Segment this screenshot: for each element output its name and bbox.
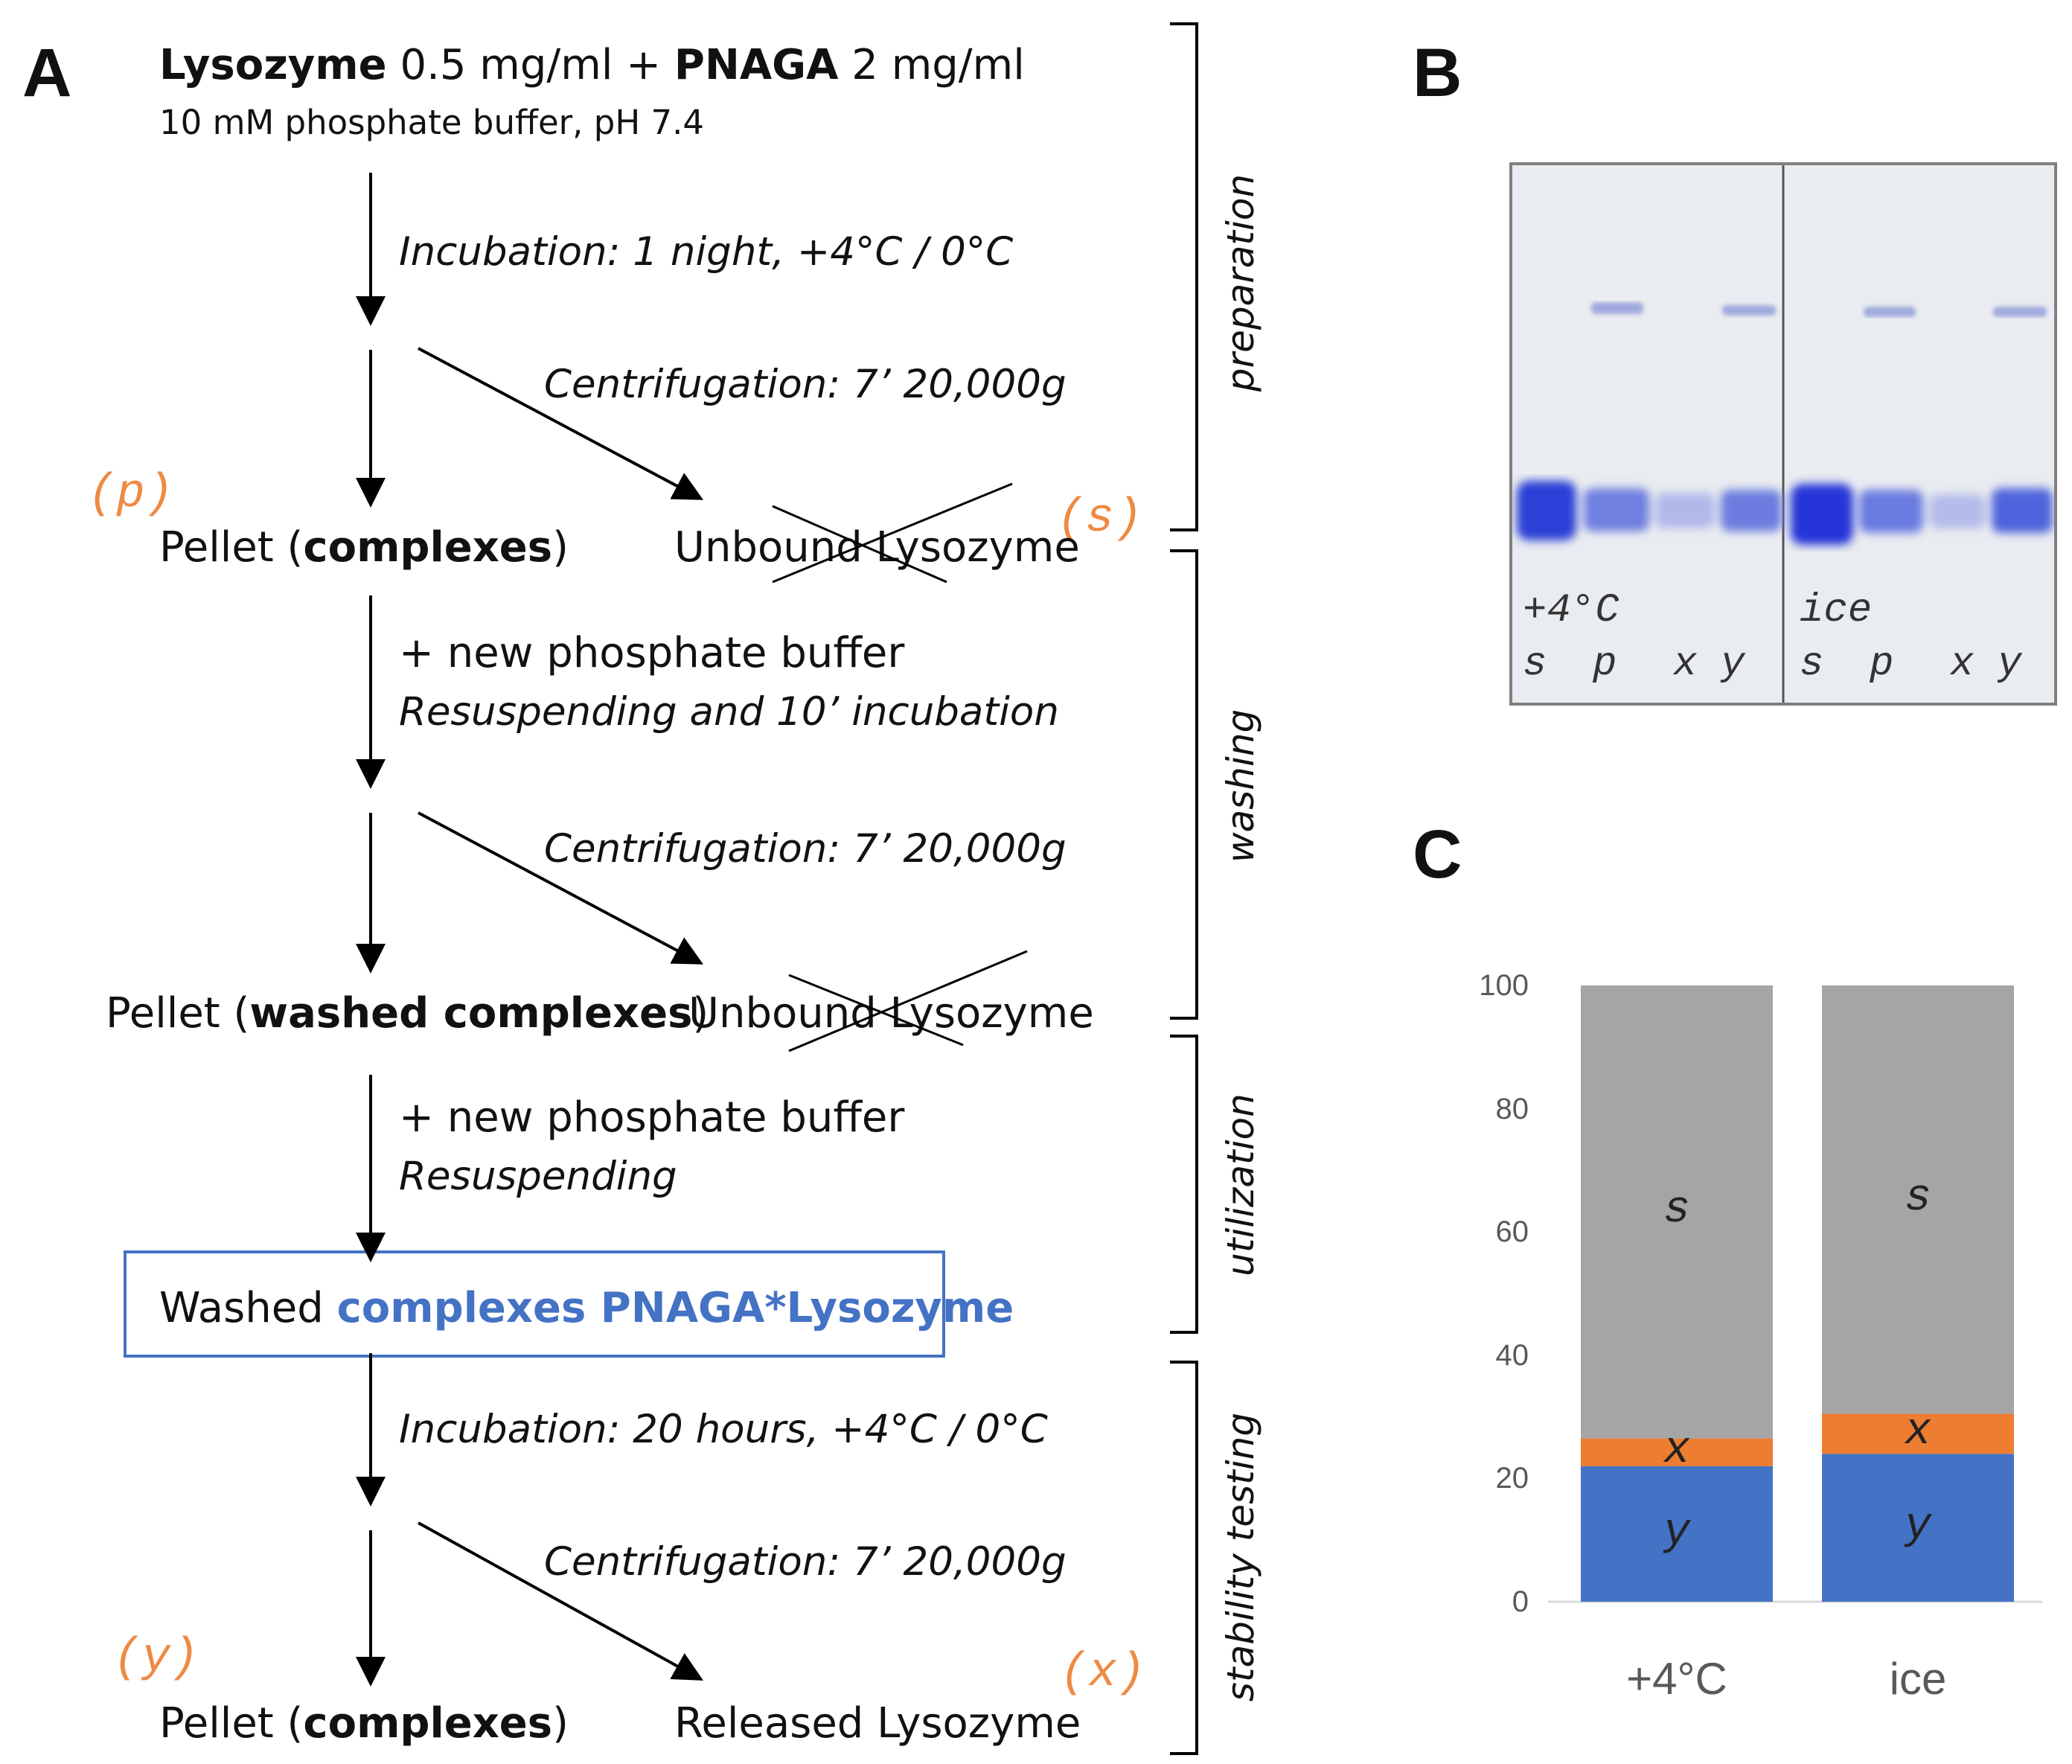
gel-lane-s1: s xyxy=(1523,642,1547,687)
cross-1b xyxy=(772,482,1013,584)
pellet-3-bold: complexes xyxy=(303,1699,553,1748)
gel-lane-x2: x xyxy=(1950,642,1975,687)
cross-2a xyxy=(788,974,964,1046)
pellet-2-suffix: ) xyxy=(692,989,709,1038)
sample-label-s: (s) xyxy=(1057,492,1143,546)
bar-segment-x-0 xyxy=(1581,1438,1773,1466)
band-upper-y1 xyxy=(1722,305,1776,316)
step-new-buffer-2: + new phosphate buffer xyxy=(399,1093,905,1142)
step-resuspend-1: Resuspending and 10’ incubation xyxy=(399,689,1059,735)
bracket-stability xyxy=(1170,1361,1198,1755)
gel-lane-y2: y xyxy=(1998,642,2022,687)
bar-segment-y-1 xyxy=(1822,1454,2014,1602)
pellet-1-prefix: Pellet ( xyxy=(159,523,304,572)
pellet-2-bold: washed complexes xyxy=(249,989,693,1038)
y-tick-label: 40 xyxy=(1495,1338,1529,1372)
y-tick-label: 60 xyxy=(1495,1215,1529,1249)
washed-highlight: complexes PNAGA*Lysozyme xyxy=(336,1284,1014,1332)
bar-segment-y-0 xyxy=(1581,1466,1773,1602)
band-main-x2 xyxy=(1929,494,1986,528)
band-main-y1 xyxy=(1721,490,1782,531)
cross-2b xyxy=(788,950,1028,1052)
band-main-s1 xyxy=(1517,481,1576,540)
cross-1a xyxy=(772,505,947,584)
pellet-complexes-3: Pellet (complexes) xyxy=(159,1703,569,1745)
gel-image xyxy=(1509,162,2057,706)
pellet-2-prefix: Pellet ( xyxy=(106,989,250,1038)
gel-condition-cold: +4°C xyxy=(1523,588,1619,633)
step-new-buffer-1: + new phosphate buffer xyxy=(399,629,905,677)
start-reagents: Lysozyme 0.5 mg/ml + PNAGA 2 mg/ml xyxy=(159,45,1025,86)
step-resuspend-2: Resuspending xyxy=(399,1154,677,1199)
band-main-p2 xyxy=(1859,490,1923,533)
band-upper-p2 xyxy=(1864,307,1916,317)
step-centrifugation-1: Centrifugation: 7’ 20,000g xyxy=(544,362,1067,407)
pellet-1-suffix: ) xyxy=(552,523,569,572)
washed-prefix: Washed xyxy=(159,1284,324,1332)
segment-label-x-0: x xyxy=(1663,1425,1690,1477)
segment-label-y-0: y xyxy=(1663,1506,1690,1558)
pnaga-concentration: 2 mg/ml xyxy=(851,41,1025,89)
unbound-lysozyme-2: Unbound Lysozyme xyxy=(688,989,1094,1038)
step-centrifugation-3: Centrifugation: 7’ 20,000g xyxy=(544,1539,1067,1585)
pellet-complexes-1: Pellet (complexes) xyxy=(159,527,569,569)
band-upper-p1 xyxy=(1591,302,1643,314)
buffer-label: 10 mM phosphate buffer, pH 7.4 xyxy=(159,103,705,142)
band-main-s2 xyxy=(1791,484,1853,545)
step-incubation-2: Incubation: 20 hours, +4°C / 0°C xyxy=(399,1407,1048,1452)
segment-label-s-1: s xyxy=(1904,1172,1931,1224)
pellet-1-bold: complexes xyxy=(303,523,553,572)
pellet-3-suffix: ) xyxy=(552,1699,569,1748)
pellet-3-prefix: Pellet ( xyxy=(159,1699,304,1748)
gel-lane-p1: p xyxy=(1593,642,1617,687)
step-incubation-1: Incubation: 1 night, +4°C / 0°C xyxy=(399,229,1014,275)
lysozyme-label: Lysozyme xyxy=(159,41,387,89)
sample-label-y: (y) xyxy=(113,1632,199,1685)
arrow-diag-3 xyxy=(418,1521,704,1681)
lysozyme-concentration: 0.5 mg/ml + xyxy=(400,41,662,89)
bar-segment-s-0 xyxy=(1581,985,1773,1439)
released-lysozyme: Released Lysozyme xyxy=(674,1699,1081,1748)
washed-complexes-label: Washed complexes PNAGA*Lysozyme xyxy=(159,1288,1014,1329)
arrow-diag-1 xyxy=(418,347,704,500)
segment-label-s-0: s xyxy=(1663,1185,1690,1236)
arrow-diag-2 xyxy=(418,811,704,965)
gel-lane-y1: y xyxy=(1721,642,1745,687)
panel-label-a: A xyxy=(22,35,72,111)
y-tick-label: 20 xyxy=(1495,1462,1529,1495)
gel-lane-p2: p xyxy=(1870,642,1894,687)
gel-lane-s2: s xyxy=(1800,642,1824,687)
y-tick-label: 0 xyxy=(1512,1585,1529,1618)
category-label-0: +4°C xyxy=(1626,1654,1727,1704)
y-tick-label: 80 xyxy=(1495,1092,1529,1125)
gel-condition-ice: ice xyxy=(1800,588,1873,633)
category-label-1: ice xyxy=(1889,1654,1947,1704)
step-centrifugation-2: Centrifugation: 7’ 20,000g xyxy=(544,826,1067,872)
sample-label-p: (p) xyxy=(88,467,174,521)
panel-label-b: B xyxy=(1413,35,1462,111)
band-main-x1 xyxy=(1655,493,1715,528)
bracket-preparation xyxy=(1170,22,1198,531)
band-main-p1 xyxy=(1584,488,1649,531)
bracket-washing xyxy=(1170,549,1198,1020)
gel-lane-x1: x xyxy=(1673,642,1698,687)
unbound-lysozyme-1: Unbound Lysozyme xyxy=(674,523,1080,572)
washed-complexes-box xyxy=(124,1250,945,1358)
band-main-y2 xyxy=(1992,488,2053,533)
y-tick-label: 100 xyxy=(1479,969,1529,1002)
segment-label-y-1: y xyxy=(1904,1501,1931,1552)
pellet-washed-complexes: Pellet (washed complexes) xyxy=(106,993,709,1035)
pnaga-label: PNAGA xyxy=(674,41,839,89)
band-upper-y2 xyxy=(1993,307,2047,317)
gel-bands xyxy=(1517,165,2053,703)
panel-label-c: C xyxy=(1413,817,1462,892)
segment-label-x-1: x xyxy=(1904,1407,1931,1458)
bar-segment-s-1 xyxy=(1822,985,2014,1414)
bracket-utilization xyxy=(1170,1035,1198,1334)
bar-segment-x-1 xyxy=(1822,1413,2014,1454)
sample-label-x: (x) xyxy=(1060,1646,1146,1700)
